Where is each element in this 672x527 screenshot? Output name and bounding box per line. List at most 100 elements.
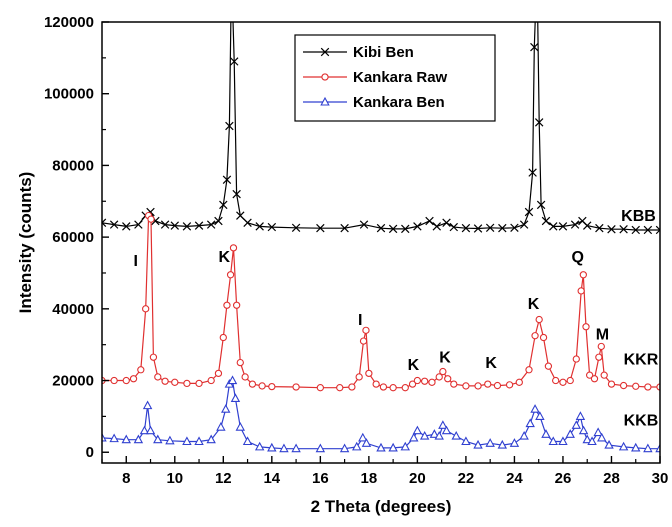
data-point [444, 375, 452, 383]
data-point [582, 221, 592, 230]
data-point [644, 383, 652, 391]
data-point [121, 434, 131, 444]
data-point [232, 189, 241, 199]
data-point [235, 421, 246, 431]
data-point [214, 369, 223, 378]
x-tick-label: 18 [361, 470, 378, 487]
data-point [473, 224, 483, 233]
data-point [413, 222, 422, 231]
data-point [232, 301, 241, 309]
y-tick-label: 20000 [52, 373, 94, 390]
data-point [340, 223, 349, 233]
data-point [578, 425, 589, 435]
legend: Kibi Ben Kankara Raw Kankara Ben [294, 34, 496, 122]
data-point [604, 439, 614, 449]
data-point [242, 436, 253, 446]
data-point [236, 211, 245, 220]
data-point [519, 430, 529, 440]
data-point [401, 384, 409, 392]
data-point [618, 441, 629, 451]
data-point [160, 220, 170, 229]
data-point [194, 436, 204, 446]
data-point [219, 200, 228, 210]
data-point [536, 200, 546, 210]
data-point [597, 342, 605, 351]
data-point [450, 380, 458, 388]
data-point [361, 438, 372, 447]
data-point [339, 443, 350, 453]
legend-marker [320, 47, 330, 57]
x-tick-label: 30 [652, 470, 669, 487]
data-point [102, 218, 107, 228]
y-tick-label: 0 [86, 444, 94, 461]
data-point [352, 441, 362, 451]
data-point [291, 443, 301, 453]
data-point [441, 425, 452, 435]
data-point [134, 220, 143, 229]
data-point [587, 436, 597, 446]
data-point [153, 434, 163, 444]
peak-annotation: K [528, 296, 540, 313]
data-point [219, 333, 227, 342]
data-point [255, 222, 264, 231]
data-point [541, 429, 551, 438]
legend-label: Kankara Ben [353, 94, 445, 111]
data-point [498, 223, 507, 233]
data-point [449, 222, 459, 232]
data-point [655, 443, 660, 453]
legend-label: Kibi Ben [353, 44, 414, 61]
data-point [607, 380, 616, 388]
data-point [473, 439, 483, 449]
data-point [429, 429, 440, 438]
data-point [534, 118, 544, 127]
data-point [442, 218, 451, 228]
x-tick-label: 22 [458, 470, 475, 487]
data-point [509, 438, 520, 447]
data-point [137, 366, 145, 374]
y-tick-label: 40000 [52, 301, 94, 318]
x-tick-label: 8 [122, 470, 130, 487]
data-point [582, 434, 592, 444]
peak-annotation: KBB [621, 208, 656, 225]
data-point [528, 168, 537, 177]
data-point [154, 373, 162, 381]
data-point [631, 442, 641, 452]
peak-annotation: KKR [624, 351, 659, 368]
x-tick-label: 12 [215, 470, 232, 487]
plot-frame [101, 21, 661, 464]
data-point [548, 436, 558, 446]
data-point [559, 378, 567, 386]
data-point [142, 305, 150, 313]
data-point [182, 436, 192, 446]
data-point [485, 438, 495, 447]
axis-layer: 8 10 12 14 16 18 20 22 24 26 28 30 0 20000 40000 60000 8… [44, 14, 668, 487]
data-point [493, 381, 502, 390]
x-tick-label: 10 [166, 470, 183, 487]
data-point [359, 220, 369, 229]
peak-annotation: M [596, 326, 609, 343]
data-point [230, 393, 241, 403]
data-point [122, 376, 130, 385]
data-point [595, 223, 604, 233]
data-point [655, 225, 660, 235]
data-point [524, 207, 534, 217]
data-point [207, 376, 215, 385]
data-point [165, 435, 175, 445]
data-point [362, 326, 370, 334]
data-point [432, 222, 442, 231]
data-point [544, 362, 553, 370]
data-point [226, 271, 235, 279]
x-tick-label: 14 [263, 470, 280, 487]
data-point [267, 442, 277, 452]
data-point [236, 358, 244, 367]
data-point [552, 376, 560, 385]
data-point [229, 57, 239, 66]
data-point [223, 301, 231, 309]
data-point [419, 430, 430, 440]
x-tick-label: 24 [506, 470, 523, 487]
data-point [139, 425, 150, 435]
data-point [170, 221, 180, 230]
legend-item: Kankara Ben [303, 94, 445, 111]
peak-annotation: I [358, 312, 362, 329]
data-point [355, 373, 363, 381]
